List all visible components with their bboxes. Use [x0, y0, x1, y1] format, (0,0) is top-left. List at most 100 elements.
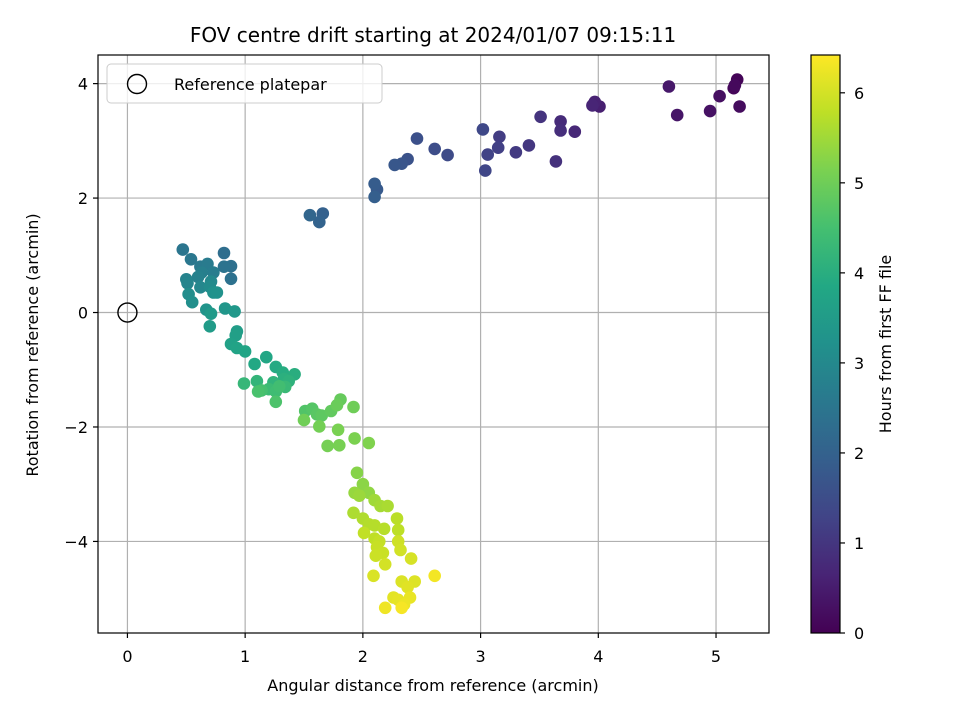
scatter-point [313, 215, 326, 229]
scatter-point [218, 302, 232, 315]
scatter-point [670, 108, 684, 122]
scatter-point [703, 104, 717, 118]
scatter-point [568, 125, 582, 138]
scatter-point [428, 569, 442, 583]
scatter-point [377, 522, 391, 536]
scatter-point [481, 148, 495, 161]
plot-frame [97, 54, 770, 634]
legend-marker-icon [126, 73, 148, 95]
scatter-point [401, 580, 414, 594]
colorbar-tick-label: 1 [854, 534, 864, 553]
scatter-point [493, 130, 506, 144]
scatter-point [362, 436, 376, 450]
scatter-point [549, 155, 563, 168]
scatter-point [728, 79, 742, 92]
y-axis-ticks: −4 −2 0 2 4 [64, 75, 98, 551]
scatter-points [176, 73, 746, 615]
scatter-point [554, 124, 567, 137]
scatter-point [330, 398, 344, 412]
scatter-point [331, 423, 345, 437]
scatter-point [194, 281, 207, 294]
scatter-point [381, 499, 394, 513]
scatter-point [367, 569, 380, 583]
scatter-point [251, 385, 265, 398]
scatter-point [273, 380, 286, 393]
scatter-point [350, 466, 364, 480]
colorbar-tick-label: 6 [854, 84, 864, 103]
scatter-point [391, 523, 405, 537]
colorbar-ticks: 0 1 2 3 4 5 6 [840, 84, 864, 643]
scatter-point [176, 243, 190, 256]
scatter-point [204, 307, 218, 321]
x-axis-ticks: 0 1 2 3 4 5 [122, 633, 721, 666]
legend: Reference platepar [106, 63, 383, 104]
scatter-point [554, 115, 567, 128]
scatter-point [491, 141, 505, 154]
reference-platepar-point [117, 302, 138, 323]
scatter-point [368, 190, 381, 204]
scatter-point [303, 208, 317, 222]
scatter-point [321, 439, 334, 453]
scatter-point [378, 558, 392, 571]
y-tick-label: −4 [64, 532, 88, 551]
x-tick-label: 1 [240, 647, 250, 666]
chart-title: FOV centre drift starting at 2024/01/07 … [190, 23, 676, 47]
scatter-point [217, 260, 231, 274]
y-tick-label: 2 [78, 189, 88, 208]
colorbar-gradient [810, 54, 841, 634]
scatter-point [297, 413, 311, 427]
scatter-point [224, 272, 238, 286]
x-tick-label: 4 [593, 647, 603, 666]
x-tick-label: 5 [711, 647, 721, 666]
scatter-point [357, 526, 371, 540]
scatter-point [390, 512, 404, 525]
scatter-point [248, 357, 261, 371]
scatter-point [534, 110, 547, 124]
scatter-point [191, 270, 205, 284]
legend-entry-label: Reference platepar [174, 75, 327, 94]
scatter-point [333, 439, 346, 452]
scatter-point [368, 177, 381, 191]
scatter-point [348, 432, 361, 445]
x-tick-label: 2 [358, 647, 368, 666]
reference-marker [117, 302, 138, 323]
scatter-point [428, 142, 442, 156]
scatter-point [441, 148, 454, 162]
scatter-point [479, 164, 492, 177]
x-tick-label: 3 [475, 647, 485, 666]
scatter-point [586, 99, 599, 112]
scatter-point [713, 89, 726, 103]
scatter-point [181, 277, 194, 290]
scatter-point [269, 395, 283, 409]
scatter-point [217, 246, 231, 260]
scatter-point [353, 489, 366, 503]
x-tick-label: 0 [122, 647, 132, 666]
scatter-point [210, 286, 224, 299]
colorbar-tick-label: 0 [854, 624, 864, 643]
grid [98, 55, 769, 633]
colorbar-tick-label: 5 [854, 174, 864, 193]
y-tick-label: 4 [78, 75, 88, 94]
scatter-point [313, 420, 326, 433]
scatter-point [228, 305, 241, 318]
scatter-point [347, 506, 360, 520]
scatter-point [394, 543, 407, 557]
scatter-point [185, 295, 199, 309]
y-axis-label: Rotation from reference (arcmin) [23, 213, 42, 476]
scatter-point [203, 320, 217, 333]
scatter-point [369, 549, 383, 562]
x-axis-label: Angular distance from reference (arcmin) [267, 676, 598, 695]
scatter-point [522, 139, 536, 152]
colorbar-label: Hours from first FF file [876, 255, 895, 434]
scatter-point [388, 158, 402, 172]
scatter-point [184, 252, 198, 266]
colorbar: 0 1 2 3 4 5 6 Hours from first FF file [810, 54, 895, 643]
legend-box [106, 63, 383, 104]
scatter-point [315, 409, 329, 422]
scatter-point [410, 132, 424, 145]
scatter-point [733, 100, 746, 113]
scatter-point [476, 123, 490, 136]
y-tick-label: −2 [64, 418, 88, 437]
scatter-point [395, 601, 409, 615]
